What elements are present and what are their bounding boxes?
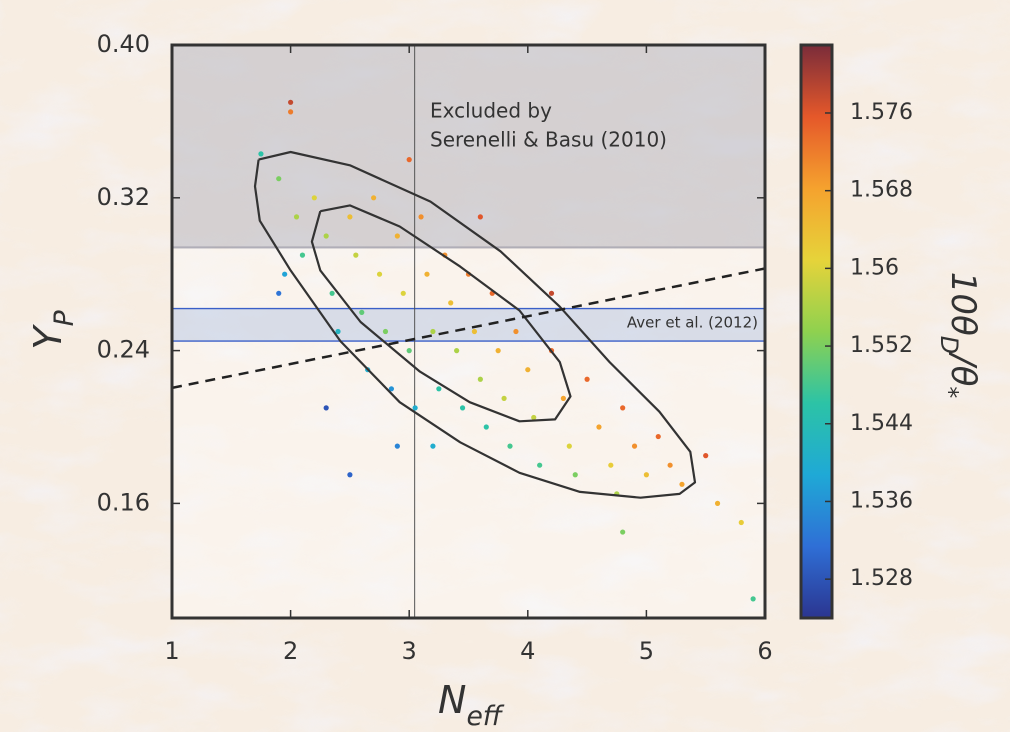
point: [413, 405, 418, 410]
point: [472, 329, 477, 334]
point: [276, 176, 281, 181]
point: [478, 377, 483, 382]
point: [401, 291, 406, 296]
point: [573, 472, 578, 477]
point: [620, 405, 625, 410]
point: [377, 272, 382, 277]
x-tick-label: 1: [164, 637, 179, 665]
point: [537, 463, 542, 468]
point: [632, 444, 637, 449]
point: [531, 415, 536, 420]
colorbar-label-part: *: [936, 386, 964, 398]
excluded-label: Serenelli & Basu (2010): [430, 128, 667, 152]
point: [454, 348, 459, 353]
point: [448, 300, 453, 305]
point: [282, 272, 287, 277]
point: [620, 529, 625, 534]
point: [353, 253, 358, 258]
point: [460, 405, 465, 410]
colorbar-label-part: /θ: [944, 351, 984, 386]
x-tick-label: 2: [283, 637, 298, 665]
point: [715, 501, 720, 506]
point: [567, 444, 572, 449]
y-tick-label: 0.32: [97, 183, 150, 211]
point: [347, 472, 352, 477]
colorbar-tick-label: 1.544: [850, 411, 913, 436]
x-tick-label: 4: [520, 637, 535, 665]
colorbar-label-part: 10θ: [944, 272, 984, 336]
y-axis-label-part: P: [49, 310, 80, 326]
point: [324, 405, 329, 410]
point: [739, 520, 744, 525]
point: [430, 329, 435, 334]
point: [330, 291, 335, 296]
point: [656, 434, 661, 439]
colorbar-tick-label: 1.576: [850, 100, 913, 125]
point: [418, 214, 423, 219]
point: [430, 444, 435, 449]
point: [276, 291, 281, 296]
x-axis-label-part: N: [438, 678, 466, 722]
point: [258, 151, 263, 156]
point: [585, 377, 590, 382]
point: [679, 482, 684, 487]
point: [751, 596, 756, 601]
aver-label: Aver et al. (2012): [627, 314, 758, 332]
point: [407, 157, 412, 162]
point: [513, 329, 518, 334]
colorbar: [801, 45, 832, 618]
colorbar-tick-label: 1.536: [850, 488, 913, 513]
point: [288, 100, 293, 105]
point: [561, 396, 566, 401]
chart: Excluded by Serenelli & Basu (2010) Aver e…: [0, 0, 1010, 732]
point: [395, 233, 400, 238]
x-tick-label: 5: [639, 637, 654, 665]
point: [294, 214, 299, 219]
point: [507, 444, 512, 449]
colorbar-tick-label: 1.528: [850, 566, 913, 591]
point: [359, 310, 364, 315]
point: [424, 272, 429, 277]
colorbar-tick-label: 1.552: [850, 333, 913, 358]
x-tick-label: 3: [402, 637, 417, 665]
point: [324, 233, 329, 238]
point: [407, 348, 412, 353]
point: [525, 367, 530, 372]
point: [383, 329, 388, 334]
point: [395, 444, 400, 449]
point: [501, 396, 506, 401]
colorbar-label-part: D: [936, 336, 964, 354]
x-axis-label-part: eff: [466, 701, 504, 732]
point: [300, 253, 305, 258]
point: [371, 195, 376, 200]
point: [608, 463, 613, 468]
y-tick-label: 0.40: [97, 30, 150, 58]
point: [312, 195, 317, 200]
point: [596, 424, 601, 429]
y-tick-label: 0.16: [97, 488, 150, 516]
point: [549, 291, 554, 296]
point: [484, 424, 489, 429]
y-tick-label: 0.24: [97, 336, 150, 364]
x-tick-label: 6: [757, 637, 772, 665]
colorbar-tick-label: 1.56: [850, 255, 899, 280]
point: [288, 109, 293, 114]
point: [644, 472, 649, 477]
excluded-label: Excluded by: [430, 99, 552, 123]
point: [496, 348, 501, 353]
point: [347, 214, 352, 219]
point: [478, 214, 483, 219]
point: [668, 463, 673, 468]
point: [703, 453, 708, 458]
colorbar-tick-label: 1.568: [850, 178, 913, 203]
point: [436, 386, 441, 391]
y-axis-label-part: Y: [26, 324, 70, 350]
